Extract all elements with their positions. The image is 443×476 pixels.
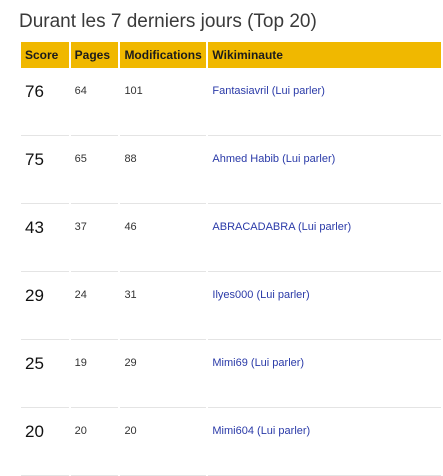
- table-row: 43 37 46 ABRACADABRA (Lui parler): [21, 204, 441, 272]
- modifications-cell: 88: [120, 136, 207, 204]
- user-cell: Mimi604 (Lui parler): [208, 408, 441, 476]
- table-row: 76 64 101 Fantasiavril (Lui parler): [21, 68, 441, 136]
- top-contributors-table: Score Pages Modifications Wikiminaute 76…: [19, 42, 443, 476]
- user-link[interactable]: Ilyes000: [212, 289, 254, 301]
- table-header-row: Score Pages Modifications Wikiminaute: [21, 42, 441, 68]
- user-cell: Ahmed Habib (Lui parler): [208, 136, 441, 204]
- page-title: Durant les 7 derniers jours (Top 20): [19, 11, 317, 32]
- modifications-cell: 101: [120, 68, 207, 136]
- modifications-cell: 31: [120, 272, 207, 340]
- user-cell: Mimi69 (Lui parler): [208, 340, 441, 408]
- pages-cell: 65: [70, 136, 119, 204]
- talk-link[interactable]: (Lui parler): [257, 425, 311, 437]
- talk-link[interactable]: (Lui parler): [250, 357, 305, 369]
- score-cell: 76: [21, 68, 69, 136]
- pages-cell: 19: [70, 340, 119, 408]
- user-cell: Fantasiavril (Lui parler): [208, 68, 441, 136]
- user-cell: ABRACADABRA (Lui parler): [208, 204, 441, 272]
- user-link[interactable]: Mimi604: [212, 425, 254, 437]
- pages-cell: 37: [70, 204, 119, 272]
- user-link[interactable]: Ahmed Habib: [212, 153, 280, 165]
- user-link[interactable]: ABRACADABRA: [212, 221, 295, 233]
- column-header-pages[interactable]: Pages: [70, 42, 119, 68]
- talk-link[interactable]: (Lui parler): [256, 289, 310, 301]
- modifications-cell: 20: [120, 408, 207, 476]
- table-row: 20 20 20 Mimi604 (Lui parler): [21, 408, 441, 476]
- score-cell: 25: [21, 340, 69, 408]
- pages-cell: 24: [70, 272, 119, 340]
- column-header-modifications[interactable]: Modifications: [120, 42, 207, 68]
- table-row: 25 19 29 Mimi69 (Lui parler): [21, 340, 441, 408]
- pages-cell: 64: [70, 68, 119, 136]
- pages-cell: 20: [70, 408, 119, 476]
- column-header-score[interactable]: Score: [21, 42, 69, 68]
- score-cell: 29: [21, 272, 69, 340]
- talk-link[interactable]: (Lui parler): [297, 221, 352, 233]
- talk-link[interactable]: (Lui parler): [282, 153, 336, 165]
- table-row: 75 65 88 Ahmed Habib (Lui parler): [21, 136, 441, 204]
- score-cell: 20: [21, 408, 69, 476]
- talk-link[interactable]: (Lui parler): [271, 85, 325, 97]
- user-link[interactable]: Fantasiavril: [212, 85, 269, 97]
- score-cell: 75: [21, 136, 69, 204]
- user-cell: Ilyes000 (Lui parler): [208, 272, 441, 340]
- modifications-cell: 29: [120, 340, 207, 408]
- user-link[interactable]: Mimi69: [212, 357, 248, 369]
- modifications-cell: 46: [120, 204, 207, 272]
- table-row: 29 24 31 Ilyes000 (Lui parler): [21, 272, 441, 340]
- score-cell: 43: [21, 204, 69, 272]
- column-header-wikiminaute[interactable]: Wikiminaute: [208, 42, 441, 68]
